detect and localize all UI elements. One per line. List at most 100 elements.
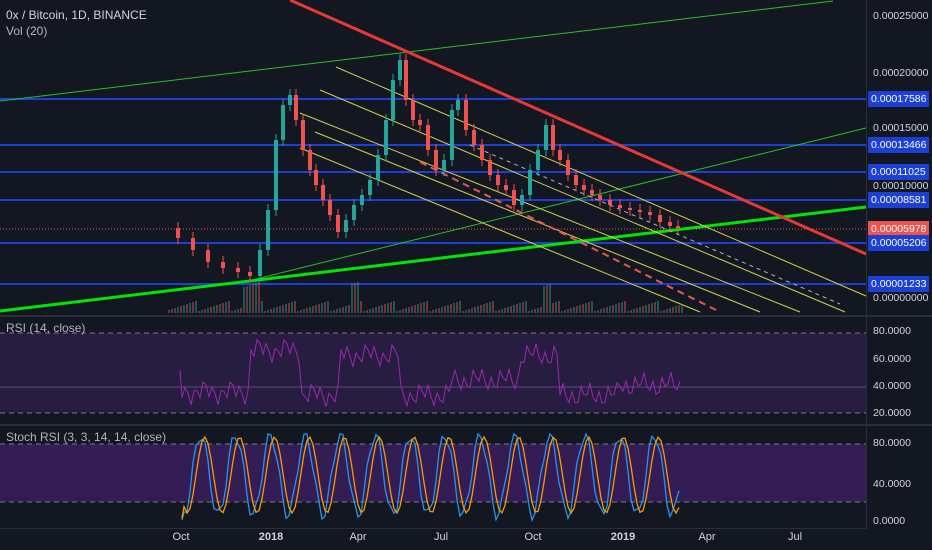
price-level-tag[interactable]: 0.00005206: [868, 235, 930, 251]
volume-bar: [360, 301, 362, 313]
price-axis-tick: 0.00025000: [873, 10, 929, 22]
volume-bar: [423, 302, 425, 313]
candle-body: [544, 125, 548, 150]
volume-bar: [336, 309, 338, 313]
volume-bar: [498, 310, 500, 313]
price-level-tag[interactable]: 0.00008581: [868, 192, 930, 208]
candle-body: [411, 100, 415, 120]
volume-bar: [588, 302, 590, 313]
pane-separator-rsi[interactable]: [0, 315, 932, 317]
price-level-tag[interactable]: 0.00005978: [868, 221, 930, 237]
time-axis-label: Oct: [172, 531, 190, 543]
volume-bar: [621, 302, 623, 313]
volume-bar: [441, 307, 443, 313]
candle-body: [608, 200, 612, 205]
volume-bar: [393, 301, 395, 313]
stoch-band: [0, 444, 866, 502]
volume-bar: [255, 283, 257, 313]
price-level-tag[interactable]: 0.00001233: [868, 276, 930, 292]
channel-line: [335, 66, 867, 297]
volume-bar: [387, 303, 389, 313]
volume-bar: [198, 311, 200, 313]
candle-body: [308, 150, 312, 170]
candle-body: [628, 208, 632, 210]
candle-body: [360, 195, 364, 205]
volume-bar: [435, 309, 437, 313]
stoch-axis-tick: 40.0000: [873, 478, 911, 490]
volume-bar: [195, 301, 197, 313]
volume-bar: [204, 309, 206, 313]
volume-bar: [669, 308, 671, 313]
symbol-title[interactable]: 0x / Bitcoin, 1D, BINANCE: [6, 8, 147, 22]
stoch-axis-tick: 80.0000: [873, 437, 911, 449]
volume-bar: [384, 304, 386, 313]
candle-body: [314, 170, 318, 185]
volume-bar: [249, 285, 251, 313]
price-level-tag[interactable]: 0.00017586: [868, 91, 930, 107]
stoch-k-line: [181, 432, 680, 523]
volume-bar: [630, 310, 632, 313]
volume-bar: [237, 309, 239, 313]
pane-separator-stoch[interactable]: [0, 424, 932, 426]
volume-bar: [306, 308, 308, 313]
candle-body: [248, 272, 252, 276]
volume-bar: [396, 311, 398, 313]
volume-bar: [333, 310, 335, 313]
candle-body: [266, 210, 270, 250]
candle-body: [536, 150, 540, 170]
rsi-legend[interactable]: RSI (14, close): [6, 321, 86, 335]
channel-line: [319, 89, 846, 313]
candle-body: [352, 205, 356, 220]
rsi-line: [179, 338, 681, 408]
candle-body: [574, 175, 578, 185]
volume-bar: [381, 305, 383, 313]
volume-bar: [330, 311, 332, 313]
price-axis-tick: 0.00015000: [873, 122, 929, 134]
volume-bar: [522, 302, 524, 313]
volume-bar: [261, 301, 263, 313]
volume-bar: [483, 304, 485, 313]
volume-bar: [627, 311, 629, 313]
volume-bar: [645, 305, 647, 313]
volume-bar: [357, 282, 359, 313]
volume-bar: [405, 308, 407, 313]
volume-bar: [210, 307, 212, 313]
candle-body: [558, 150, 562, 160]
candle-body: [648, 212, 652, 215]
volume-bar: [411, 306, 413, 313]
volume-bar: [258, 282, 260, 313]
candle-body: [384, 120, 388, 155]
volume-bar: [576, 306, 578, 313]
volume-bar: [444, 306, 446, 313]
candle-body: [566, 160, 570, 175]
volume-bar: [267, 310, 269, 313]
volume-bar: [354, 283, 356, 313]
price-level-tag[interactable]: 0.00011025: [868, 164, 929, 180]
volume-bar: [519, 303, 521, 313]
volume-bar: [558, 301, 560, 313]
volume-bar: [222, 303, 224, 313]
stoch-rsi-legend[interactable]: Stoch RSI (3, 3, 14, 14, close): [6, 430, 167, 444]
volume-bar: [477, 306, 479, 313]
volume-bar: [459, 301, 461, 313]
volume-bar: [189, 303, 191, 313]
volume-legend[interactable]: Vol (20): [6, 24, 48, 38]
long-uptrend-line-thin: [0, 0, 834, 102]
candle-body: [368, 180, 372, 195]
volume-bar: [555, 302, 557, 313]
volume-bar: [345, 306, 347, 313]
volume-bar: [180, 306, 182, 313]
stoch-axis-tick: 0.0000: [873, 515, 906, 527]
volume-bar: [231, 311, 233, 313]
candle-body: [176, 228, 180, 238]
volume-bar: [471, 308, 473, 313]
price-level-tag[interactable]: 0.00013466: [868, 137, 930, 153]
candle-body: [488, 160, 492, 175]
volume-bar: [324, 302, 326, 313]
volume-bar: [591, 301, 593, 313]
time-axis-label: 2018: [258, 531, 284, 543]
candle-body: [328, 200, 332, 215]
candle-body: [281, 105, 285, 140]
